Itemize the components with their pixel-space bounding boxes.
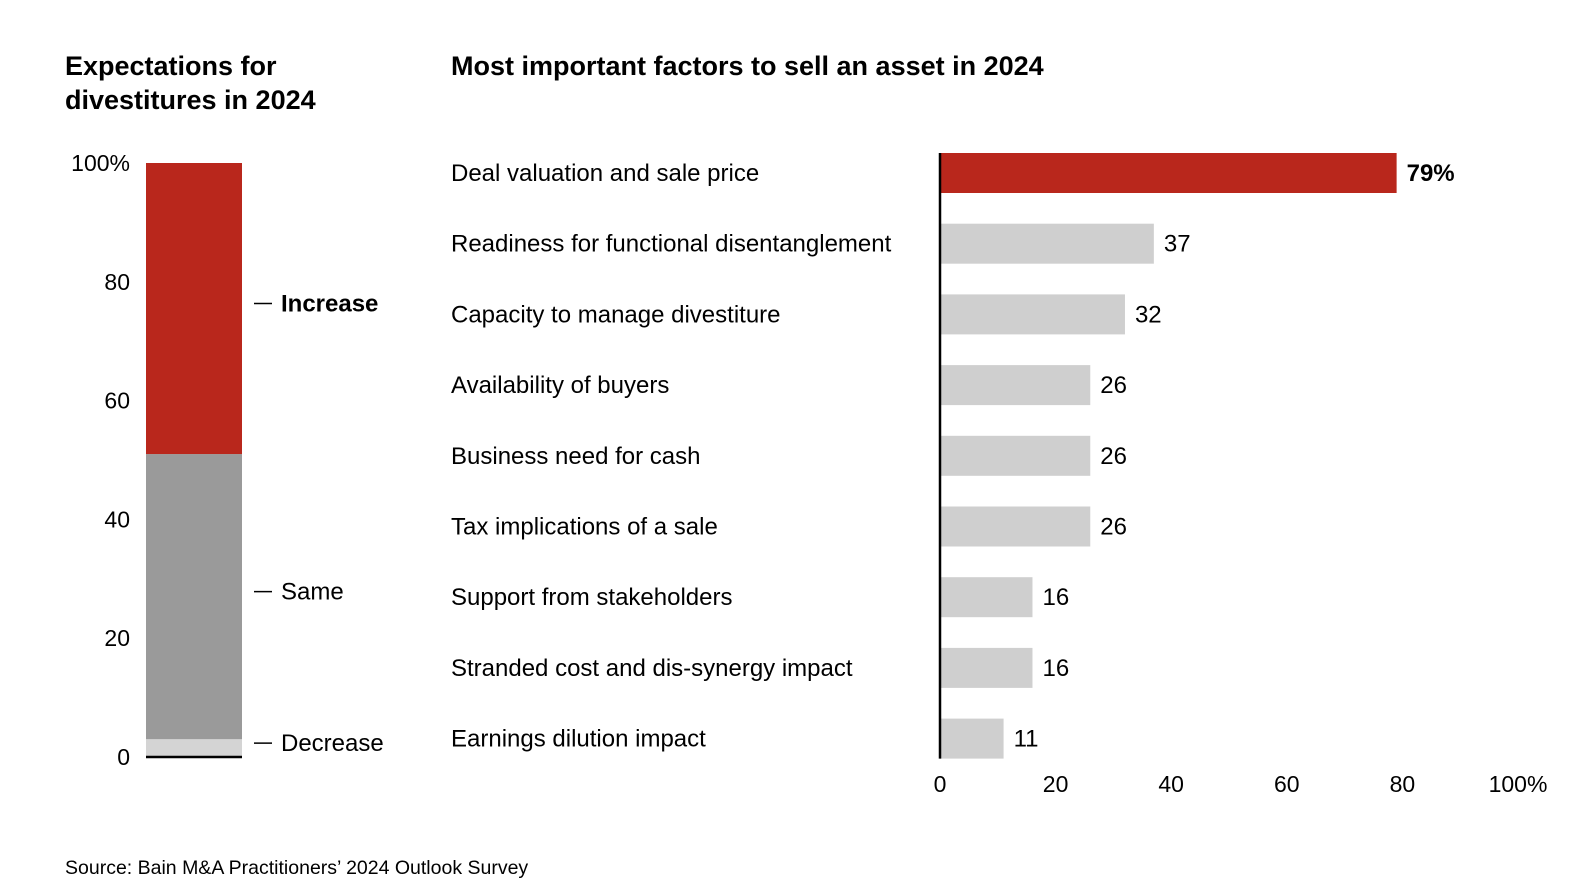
source-note: Source: Bain M&A Practitioners’ 2024 Out…: [65, 857, 529, 879]
category-label: Business need for cash: [451, 443, 700, 470]
left-y-tick-label: 60: [104, 388, 130, 414]
bar: [940, 294, 1125, 335]
category-label: Deal valuation and sale price: [451, 160, 759, 187]
stacked-segment-decrease: [146, 739, 242, 757]
left-y-tick-label: 100%: [71, 150, 130, 176]
bar: [940, 506, 1091, 547]
bar: [940, 153, 1397, 193]
bar-value-label: 16: [1042, 655, 1069, 682]
bar-value-label: 16: [1042, 584, 1069, 611]
right-bar-chart: Deal valuation and sale price 79% Readines…: [451, 153, 1547, 797]
category-label: Earnings dilution impact: [451, 726, 706, 753]
bar-value-label: 11: [1014, 726, 1039, 753]
segment-label-decrease: Decrease: [281, 730, 384, 757]
left-y-tick-label: 80: [104, 269, 130, 295]
stacked-segment-same: [146, 454, 242, 740]
category-label: Availability of buyers: [451, 372, 669, 399]
right-x-tick-label: 20: [1043, 771, 1069, 797]
category-label: Tax implications of a sale: [451, 514, 718, 541]
stacked-segment-increase: [146, 163, 242, 455]
right-x-tick-label: 0: [934, 771, 947, 797]
right-chart-title: Most important factors to sell an asset …: [451, 51, 1044, 81]
bar: [940, 365, 1091, 406]
segment-label-same: Same: [281, 579, 344, 606]
right-x-tick-label: 80: [1390, 771, 1416, 797]
bar-value-label: 79%: [1407, 160, 1455, 187]
left-y-tick-label: 40: [104, 506, 130, 532]
bar-value-label: 26: [1100, 443, 1127, 470]
category-label: Support from stakeholders: [451, 584, 732, 611]
segment-label-increase: Increase: [281, 291, 378, 318]
bar: [940, 435, 1091, 476]
left-chart-title-line-2: divestitures in 2024: [65, 85, 316, 115]
bar: [940, 718, 1004, 759]
bar-value-label: 26: [1100, 372, 1127, 399]
left-stacked-chart: 0 20 40 60 80 100% Decrease Same Increase: [71, 150, 384, 770]
bar: [940, 223, 1154, 264]
bar-value-label: 37: [1164, 231, 1191, 258]
bar-value-label: 26: [1100, 514, 1127, 541]
left-y-tick-label: 20: [104, 625, 130, 651]
left-chart-title-line-1: Expectations for: [65, 51, 277, 81]
bar-value-label: 32: [1135, 301, 1162, 328]
left-y-tick-label: 0: [117, 744, 130, 770]
bar: [940, 647, 1033, 688]
category-label: Capacity to manage divestiture: [451, 301, 781, 328]
right-x-tick-label: 40: [1158, 771, 1184, 797]
right-x-tick-label: 60: [1274, 771, 1300, 797]
right-x-tick-label: 100%: [1489, 771, 1548, 797]
bar: [940, 577, 1033, 618]
category-label: Readiness for functional disentanglement: [451, 231, 892, 258]
category-label: Stranded cost and dis-synergy impact: [451, 655, 853, 682]
